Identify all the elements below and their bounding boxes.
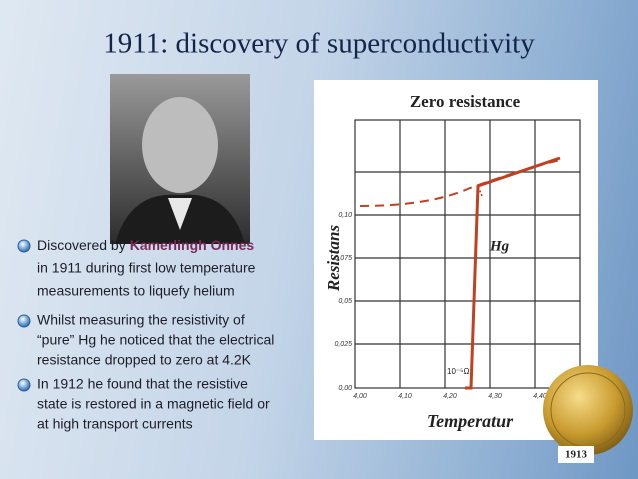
slide-title: 1911: discovery of superconductivity: [103, 28, 535, 60]
x-tick-label: 4,20: [443, 393, 457, 400]
y-tick-label: 0,05: [338, 298, 352, 305]
medal-year: 1913: [565, 449, 588, 461]
x-tick-label: 4,10: [398, 393, 412, 400]
x-tick-label: 4,30: [488, 393, 502, 400]
x-tick-label: 4,40: [533, 393, 547, 400]
y-axis-label: Resistans: [324, 225, 343, 293]
emphasis: Kamerlingh Onnes: [130, 237, 255, 253]
nobel-medal: 1913: [543, 365, 633, 463]
bullet-text-part: Discovered by: [37, 237, 126, 253]
bullet-text: state is restored in a magnetic field or: [37, 396, 270, 412]
y-tick-label: 0,025: [334, 341, 352, 348]
x-tick-label: 4,00: [353, 393, 367, 400]
bullet-text: at high transport currents: [37, 416, 193, 432]
portrait-photo: [110, 74, 250, 244]
x-axis-label: Temperatur: [427, 411, 514, 431]
bullet-text: Discovered by Kamerlingh Onnes: [37, 237, 254, 253]
y-tick-label: 0,075: [334, 255, 352, 262]
limit-label: 10⁻⁵Ω: [447, 367, 469, 376]
bullet-icon: [17, 314, 31, 328]
bullet-text: measurements to liquefy helium: [37, 283, 235, 299]
bullet-text: “pure” Hg he noticed that the electrical: [37, 332, 274, 348]
bullet-icon: [17, 239, 31, 253]
bullet-icon: [17, 378, 31, 392]
bullet-text: in 1911 during first low temperature: [37, 260, 256, 276]
bullet-text: resistance dropped to zero at 4.2K: [37, 352, 252, 368]
curve-label: Hg: [489, 238, 510, 254]
y-tick-label: 0,10: [338, 212, 352, 219]
figure-title: Zero resistance: [410, 92, 521, 111]
y-tick-label: 0,00: [338, 385, 352, 392]
bullet-text: In 1912 he found that the resistive: [37, 376, 248, 392]
bullet-text: Whilst measuring the resistivity of: [37, 312, 245, 328]
resistance-figure: Zero resistance Hg 10⁻⁵Ω Resistans Tempe…: [314, 80, 598, 440]
